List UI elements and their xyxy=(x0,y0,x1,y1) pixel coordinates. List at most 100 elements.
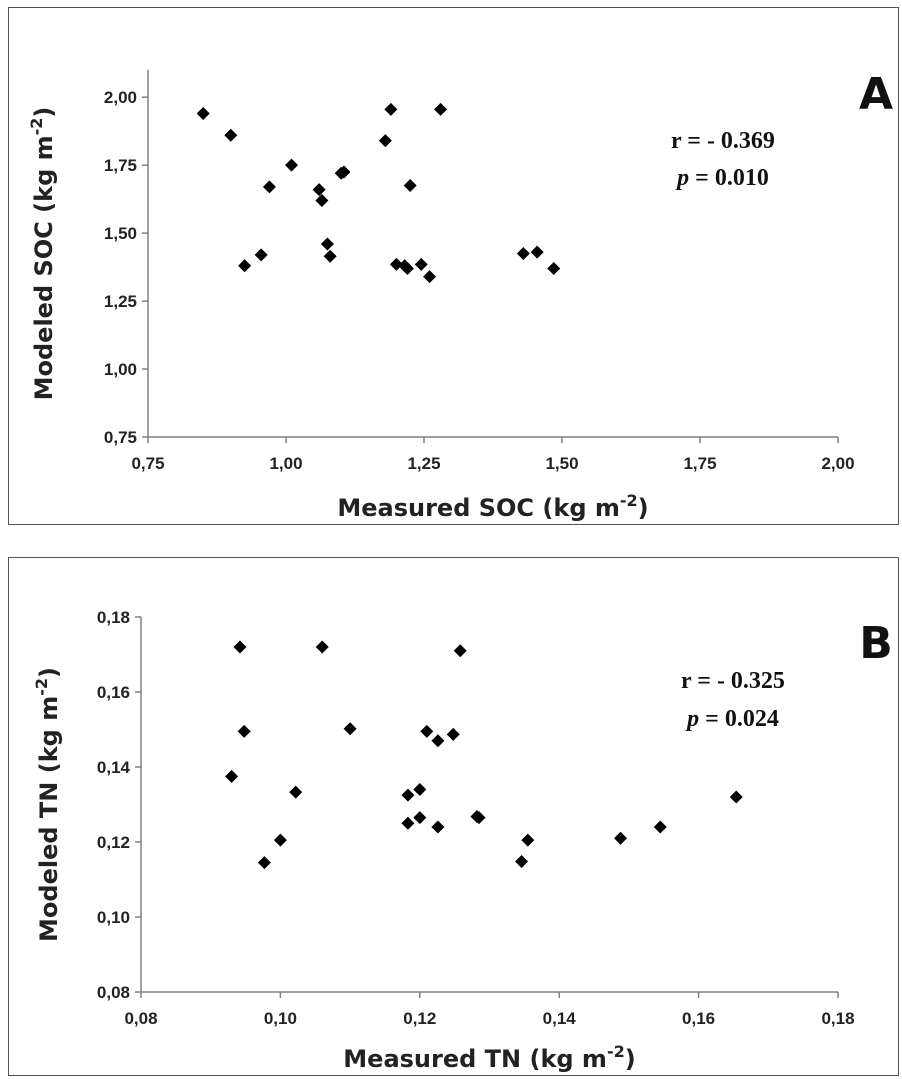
y-tick-label: 0,75 xyxy=(104,428,137,447)
data-point xyxy=(285,158,299,172)
x-axis-label: Measured TN (kg m-2) xyxy=(343,1042,635,1073)
data-point xyxy=(614,831,628,845)
x-tick-label: 0,12 xyxy=(403,1009,436,1028)
y-tick-label: 0,12 xyxy=(97,833,130,852)
y-axis-label-exponent: -2 xyxy=(32,678,51,696)
data-point xyxy=(257,856,271,870)
data-point xyxy=(312,183,326,197)
data-point xyxy=(401,788,415,802)
data-point xyxy=(384,102,398,116)
correlation-r: r = - 0.325 xyxy=(681,668,785,694)
data-point xyxy=(547,261,561,275)
y-tick-label: 1,00 xyxy=(104,360,137,379)
y-axis-label-text: Modeled SOC (kg m xyxy=(30,135,58,400)
data-point xyxy=(224,128,238,142)
data-point xyxy=(400,261,414,275)
data-point xyxy=(413,783,427,796)
data-point xyxy=(262,180,276,194)
p-value-text: = 0.024 xyxy=(699,706,779,732)
y-tick-label: 1,75 xyxy=(104,156,137,175)
x-axis-label-close: ) xyxy=(625,1045,636,1073)
p-value-text: = 0.010 xyxy=(689,165,769,191)
chart-panel-a: 0,75 1,00 1,25 1,50 1,75 2,00 0,75 1,00 1,25 1,50… xyxy=(27,69,893,522)
x-tick-label: 0,08 xyxy=(124,1009,157,1028)
data-point xyxy=(401,816,415,830)
chart-panel-b: 0,08 0,10 0,12 0,14 0,16 0,18 0,08 0,10 0,12 0,14… xyxy=(32,608,893,1073)
p-value: p = 0.010 xyxy=(675,165,769,191)
panel-b-frame xyxy=(8,557,899,1076)
x-axis-label-text: Measured TN (kg m xyxy=(343,1045,607,1073)
y-axis-label: Modeled TN (kg m-2) xyxy=(32,667,63,942)
x-tick-label: 1,25 xyxy=(407,454,440,473)
x-axis-label-text: Measured SOC (kg m xyxy=(337,494,620,522)
x-axis-label-close: ) xyxy=(638,494,649,522)
y-tick-label: 0,14 xyxy=(97,758,131,777)
y-tick-label: 1,25 xyxy=(104,292,137,311)
x-tick-label: 1,50 xyxy=(545,454,578,473)
data-point xyxy=(423,270,437,284)
data-point xyxy=(378,134,392,148)
data-point xyxy=(446,727,460,741)
data-point xyxy=(237,724,251,738)
x-axis-label-exponent: -2 xyxy=(607,1042,625,1061)
data-point xyxy=(414,257,428,271)
panel-letter: B xyxy=(859,618,893,669)
x-tick-label: 0,18 xyxy=(821,1009,854,1028)
data-point xyxy=(515,855,529,868)
data-point xyxy=(343,722,357,736)
data-point xyxy=(472,811,486,825)
y-axis-label-exponent: -2 xyxy=(27,118,46,136)
data-point xyxy=(254,248,268,262)
data-point xyxy=(289,785,303,799)
data-point xyxy=(273,833,287,847)
x-tick-label: 2,00 xyxy=(821,454,854,473)
data-point xyxy=(403,179,417,193)
x-tick-label: 0,16 xyxy=(682,1009,715,1028)
data-point xyxy=(420,724,434,738)
y-tick-label: 0,08 xyxy=(97,983,130,1002)
data-point xyxy=(431,734,445,748)
panel-a-frame xyxy=(8,7,899,525)
x-axis-label-exponent: -2 xyxy=(620,491,638,510)
y-tick-label: 0,10 xyxy=(97,908,130,927)
correlation-r: r = - 0.369 xyxy=(671,128,775,154)
data-point xyxy=(196,106,210,120)
data-point xyxy=(389,257,403,271)
x-tick-label: 0,75 xyxy=(131,454,164,473)
y-tick-label: 2,00 xyxy=(104,88,137,107)
x-tick-label: 0,14 xyxy=(543,1009,577,1028)
x-axis-label: Measured SOC (kg m-2) xyxy=(337,491,648,522)
panel-letter: A xyxy=(859,69,893,120)
y-axis-label: Modeled SOC (kg m-2) xyxy=(27,107,58,401)
data-point xyxy=(729,790,743,804)
y-axis-label-close: ) xyxy=(30,107,58,118)
p-value: p = 0.024 xyxy=(685,706,779,732)
data-point xyxy=(530,245,544,259)
y-tick-label: 0,16 xyxy=(97,683,130,702)
data-point xyxy=(233,640,247,654)
data-point xyxy=(431,820,445,834)
p-value-symbol: p xyxy=(685,706,699,732)
data-point xyxy=(453,644,467,658)
data-point xyxy=(225,769,239,783)
y-axis-label-text: Modeled TN (kg m xyxy=(35,696,63,942)
data-point xyxy=(337,165,351,179)
x-tick-label: 1,00 xyxy=(269,454,302,473)
data-point xyxy=(238,259,252,273)
data-point xyxy=(516,247,530,260)
data-point xyxy=(653,820,667,834)
data-point xyxy=(315,640,329,654)
data-point xyxy=(521,833,535,847)
x-tick-label: 1,75 xyxy=(683,454,716,473)
y-tick-label: 0,18 xyxy=(97,608,130,627)
data-point xyxy=(320,237,334,251)
data-point xyxy=(323,249,337,263)
x-tick-label: 0,10 xyxy=(264,1009,297,1028)
y-axis-label-close: ) xyxy=(35,667,63,678)
y-tick-label: 1,50 xyxy=(104,224,137,243)
p-value-symbol: p xyxy=(675,165,689,191)
data-point xyxy=(434,102,448,116)
data-point xyxy=(315,193,329,207)
data-point xyxy=(413,811,427,825)
